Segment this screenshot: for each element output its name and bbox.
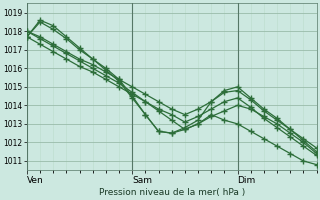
- X-axis label: Pression niveau de la mer( hPa ): Pression niveau de la mer( hPa ): [99, 188, 245, 197]
